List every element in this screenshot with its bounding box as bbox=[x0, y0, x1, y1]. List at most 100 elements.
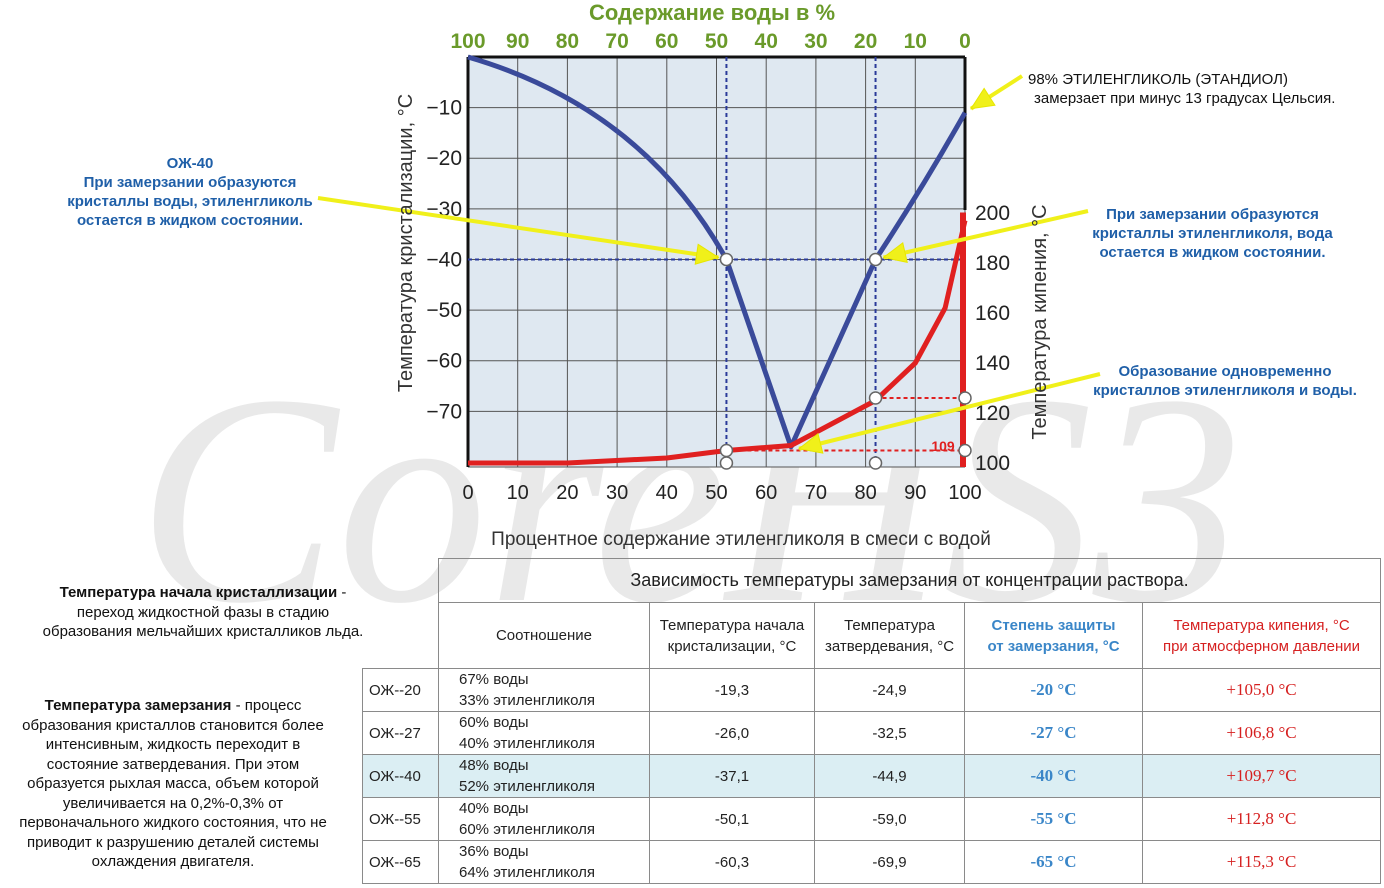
freezing-note-line: состояние затвердевания. При этом bbox=[46, 755, 300, 773]
annotation-simultaneous: Образование одновременно кристаллов этил… bbox=[1070, 362, 1380, 400]
arrow-glycol-crystals bbox=[883, 209, 1089, 260]
row-boiling: +109,7 °С bbox=[1142, 754, 1381, 798]
row-boiling: +112,8 °С bbox=[1142, 797, 1381, 841]
annotation-98-percent: 98% ЭТИЛЕНГЛИКОЛЬ (ЭТАНДИОЛ) замерзает п… bbox=[1028, 70, 1378, 108]
header-text: от замерзания, °С bbox=[987, 637, 1120, 655]
y-right-label: Температура кипения, °С bbox=[1029, 204, 1051, 439]
arrow-oz40-head bbox=[694, 243, 720, 265]
header-text: затвердевания, °С bbox=[824, 637, 955, 655]
x-top-tick-label: 40 bbox=[755, 30, 778, 53]
header-text: Степень защиты bbox=[991, 616, 1116, 634]
ratio-glycol: 60% этиленгликоля bbox=[459, 821, 596, 838]
arrow-oz40 bbox=[317, 196, 719, 260]
x-top-tick-label: 70 bbox=[605, 30, 628, 53]
arrow-glycol-crystals-head bbox=[882, 241, 908, 263]
freezing-note-line: образования кристаллов становится более bbox=[22, 716, 324, 734]
ratio-glycol: 52% этиленгликоля bbox=[459, 778, 596, 795]
freezing-note-line: увеличивается на 0,2%-0,3% от bbox=[62, 794, 284, 812]
freezing-note-line: интенсивным, жидкость переходит в bbox=[45, 736, 301, 753]
annotation-oz40: ОЖ-40 При замерзании образуются кристалл… bbox=[30, 154, 350, 230]
concentration-table: Зависимость температуры замерзания от ко… bbox=[362, 558, 1381, 884]
header-crystallization: Температура начала кристализации, °С bbox=[649, 602, 815, 669]
ratio-water: 36% воды bbox=[459, 843, 529, 860]
x-top-tick-label: 80 bbox=[556, 30, 579, 53]
row-name: ОЖ--65 bbox=[362, 840, 439, 884]
table-row: ОЖ--55 40% воды 60% этиленгликоля -50,1 -… bbox=[362, 797, 1381, 841]
y-right-tick-label: 200 bbox=[975, 202, 1010, 225]
freezing-note-title: Температура замерзания bbox=[44, 697, 232, 714]
y-right-tick-label: 100 bbox=[975, 452, 1010, 475]
arrow-98-percent-head bbox=[969, 87, 996, 110]
data-marker bbox=[719, 456, 734, 470]
crystallization-note-dash: - bbox=[337, 584, 347, 601]
row-boiling: +106,8 °С bbox=[1142, 711, 1381, 755]
row-solidification: -44,9 bbox=[814, 754, 965, 798]
row-name: ОЖ--55 bbox=[362, 797, 439, 841]
row-boiling: +115,3 °С bbox=[1142, 840, 1381, 884]
ratio-glycol: 33% этиленгликоля bbox=[459, 692, 596, 709]
ratio-water: 48% воды bbox=[459, 757, 529, 774]
table-row: ОЖ--20 67% воды 33% этиленгликоля -19,3 -… bbox=[362, 668, 1381, 712]
row-solidification: -32,5 bbox=[814, 711, 965, 755]
x-tick-label: 40 bbox=[656, 482, 678, 504]
row-name: ОЖ--27 bbox=[362, 711, 439, 755]
x-tick-label: 30 bbox=[606, 482, 628, 504]
ratio-water: 60% воды bbox=[459, 714, 529, 731]
row-protection: -55 °С bbox=[964, 797, 1143, 841]
x-tick-label: 10 bbox=[507, 482, 529, 504]
top-axis-title: Содержание воды в % bbox=[589, 0, 835, 25]
x-top-tick-label: 100 bbox=[450, 30, 485, 53]
row-crystallization: -26,0 bbox=[649, 711, 815, 755]
table-row: ОЖ--27 60% воды 40% этиленгликоля -26,0 -… bbox=[362, 711, 1381, 755]
x-tick-label: 0 bbox=[462, 482, 473, 504]
freezing-note-line: первоначального жидкого состояния, что н… bbox=[19, 814, 327, 831]
x-top-tick-label: 50 bbox=[705, 30, 728, 53]
x-top-tick-label: 10 bbox=[904, 30, 927, 53]
row-crystallization: -60,3 bbox=[649, 840, 815, 884]
ratio-water: 40% воды bbox=[459, 800, 529, 817]
annotation-line: остается в жидком состоянии. bbox=[1099, 244, 1326, 261]
row-solidification: -24,9 bbox=[814, 668, 965, 712]
annotation-oz40-line: остается в жидком состоянии. bbox=[76, 212, 304, 229]
table-row: ОЖ--65 36% воды 64% этиленгликоля -60,3 -… bbox=[362, 840, 1381, 884]
y-left-tick-label: −40 bbox=[426, 248, 462, 271]
x-tick-label: 60 bbox=[755, 482, 777, 504]
annotation-line: замерзает при минус 13 градусах Цельсия. bbox=[1034, 90, 1336, 107]
annotation-line: Образование одновременно bbox=[1118, 363, 1332, 380]
freezing-note-line: образуется рыхлая масса, объем которой bbox=[27, 775, 319, 792]
row-solidification: -59,0 bbox=[814, 797, 965, 841]
plot-area bbox=[466, 55, 967, 468]
table-title: Зависимость температуры замерзания от ко… bbox=[438, 558, 1381, 603]
row-name: ОЖ--40 bbox=[362, 754, 439, 798]
data-marker bbox=[719, 252, 734, 267]
annotation-oz40-line: кристаллы воды, этиленгликоль bbox=[67, 193, 313, 210]
row-boiling: +105,0 °С bbox=[1142, 668, 1381, 712]
crystallization-curve bbox=[467, 54, 968, 450]
freezing-note-line: приводит к разрушению деталей системы bbox=[27, 833, 319, 851]
table-row: ОЖ--40 48% воды 52% этиленгликоля -37,1 -… bbox=[362, 754, 1381, 798]
header-protection: Степень защиты от замерзания, °С bbox=[964, 602, 1143, 669]
freezing-note: Температура замерзания - процесс образов… bbox=[4, 696, 342, 872]
crystallization-note-line: переход жидкостной фазы в стадию bbox=[76, 603, 330, 621]
annotation-oz40-line: При замерзании образуются bbox=[83, 174, 297, 191]
label-109: 109 bbox=[931, 438, 955, 454]
x-top-tick-label: 90 bbox=[506, 30, 529, 53]
freezing-note-line: охлаждения двигателя. bbox=[91, 853, 255, 870]
arrow-simultaneous bbox=[798, 372, 1101, 451]
row-protection: -27 °С bbox=[964, 711, 1143, 755]
x-top-tick-label: 0 bbox=[959, 30, 971, 53]
x-top-tick-label: 20 bbox=[854, 30, 877, 53]
annotation-line: кристаллов этиленгликоля и воды. bbox=[1093, 382, 1357, 399]
crystallization-note-title: Температура начала кристаллизации bbox=[59, 584, 338, 601]
y-right-tick-label: 120 bbox=[975, 402, 1010, 425]
header-text: Температура bbox=[844, 616, 935, 634]
y-left-tick-label: −70 bbox=[426, 400, 462, 423]
x-tick-label: 20 bbox=[556, 482, 578, 504]
x-tick-label: 90 bbox=[904, 482, 926, 504]
row-ratio: 48% воды 52% этиленгликоля bbox=[438, 754, 650, 798]
row-crystallization: -19,3 bbox=[649, 668, 815, 712]
y-left-tick-label: −20 bbox=[426, 147, 462, 170]
y-left-tick-label: −60 bbox=[426, 350, 462, 373]
